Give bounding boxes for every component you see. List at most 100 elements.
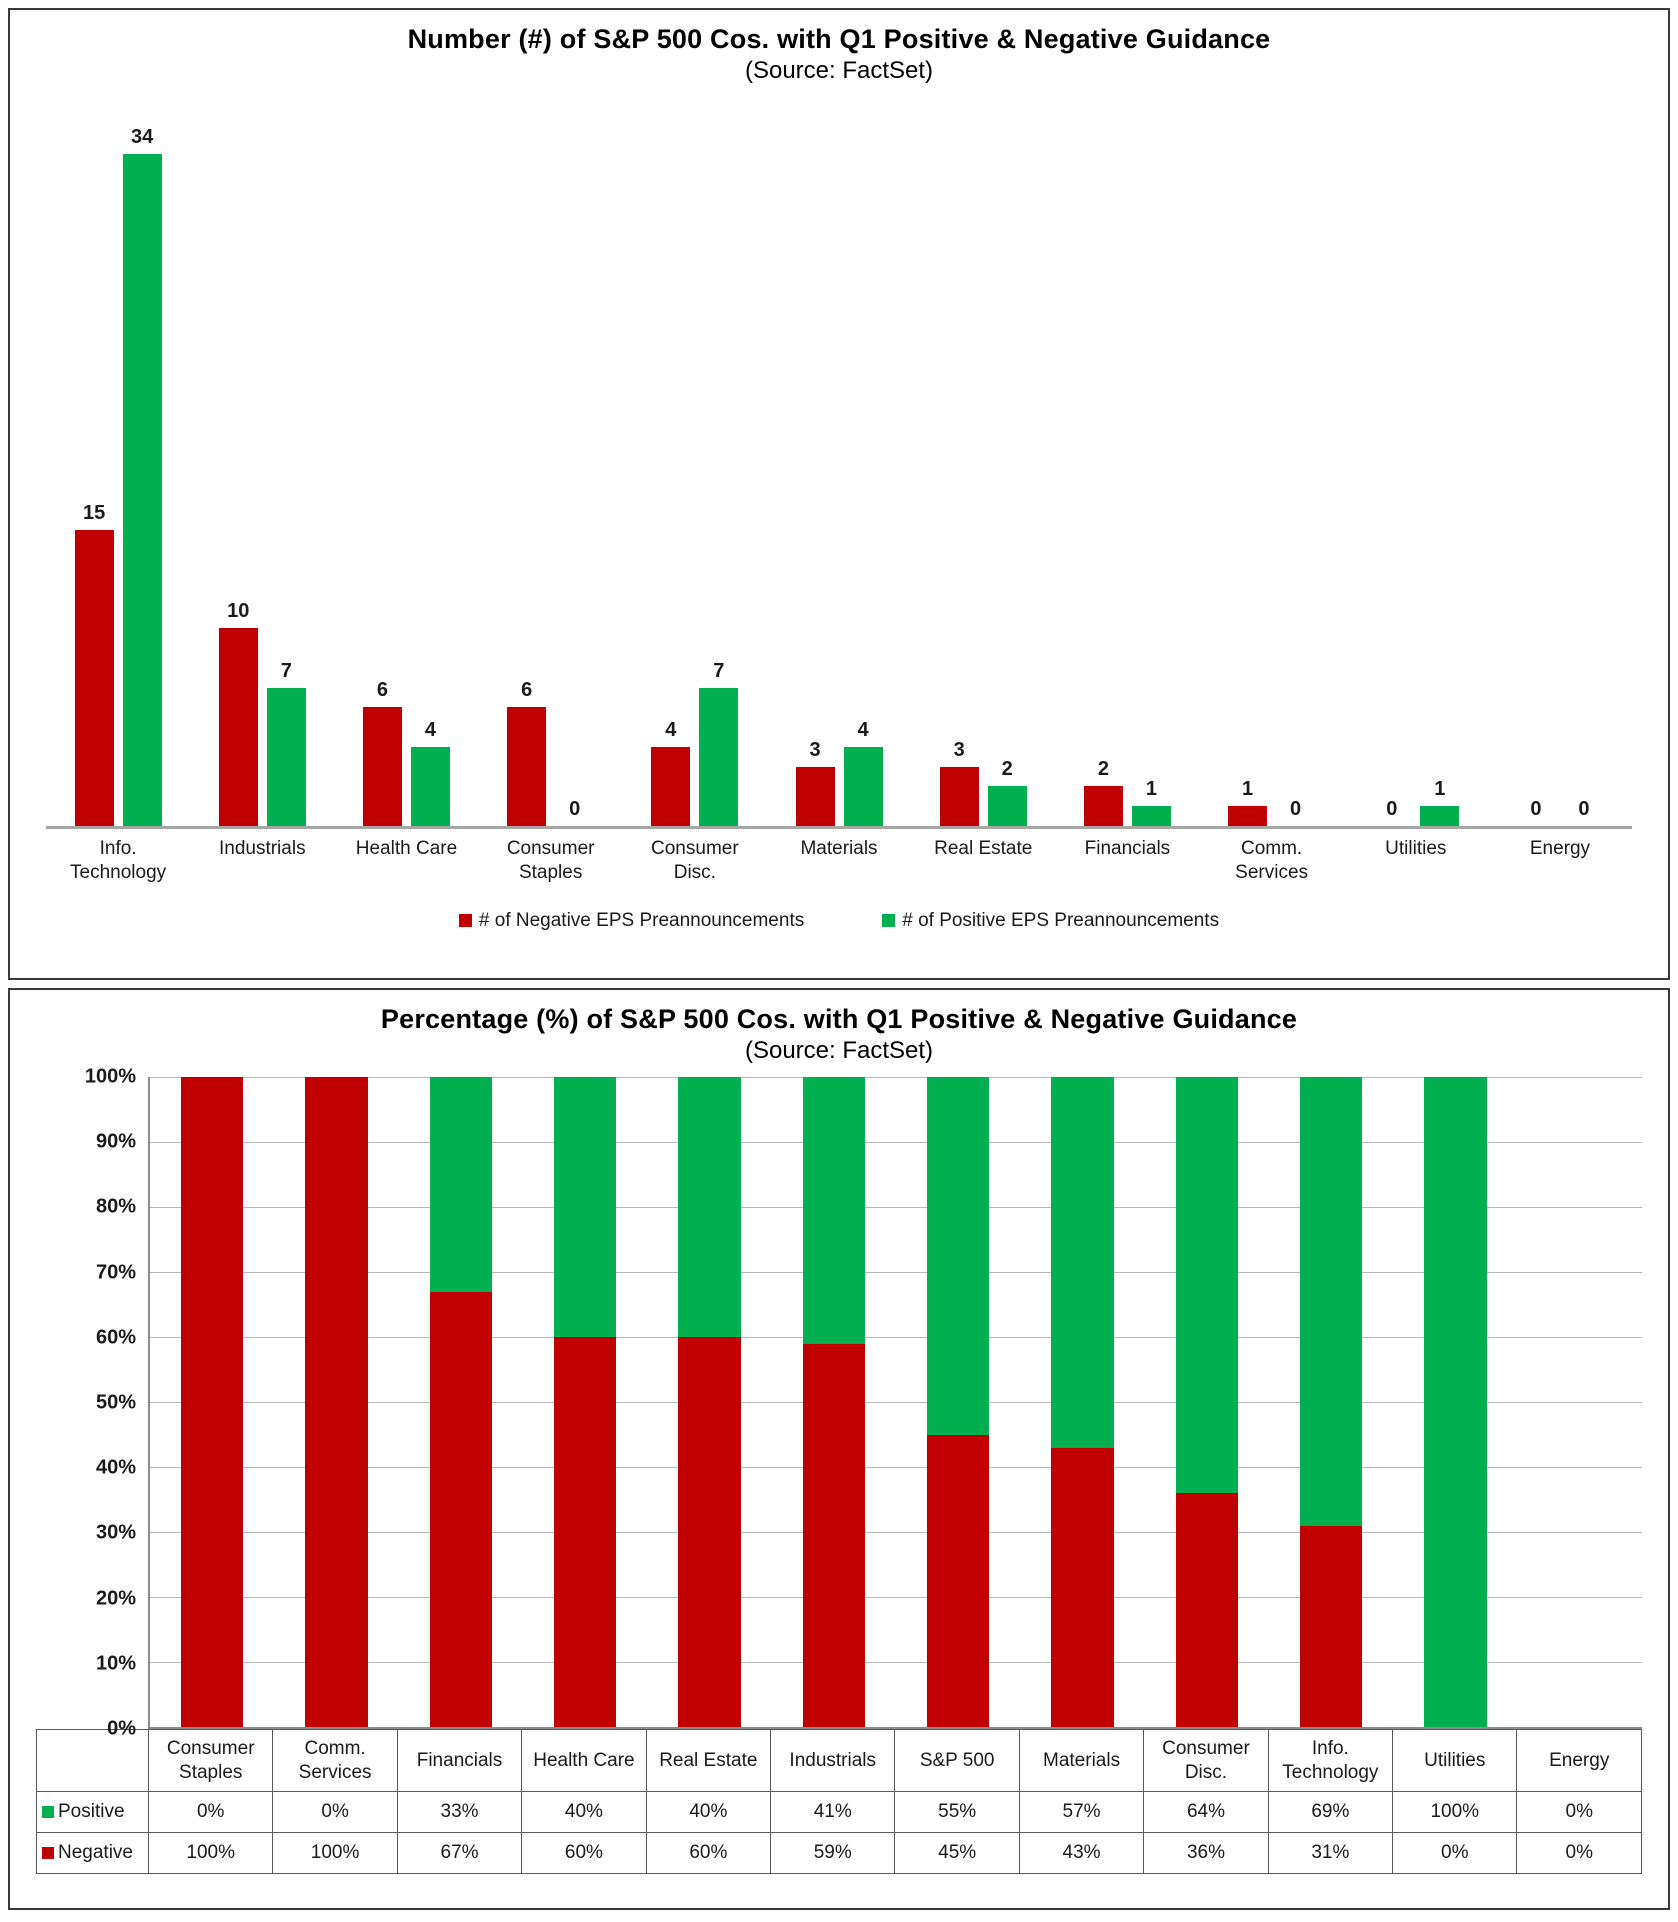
- negative-cell: 0%: [1516, 1832, 1642, 1874]
- bar-group: 10 7: [190, 600, 334, 826]
- stacked-bar-column: [523, 1077, 647, 1727]
- bar-value-label: 1: [1242, 778, 1254, 800]
- stacked-bar-column: [1145, 1077, 1269, 1727]
- negative-cell: 31%: [1267, 1832, 1394, 1874]
- positive-cell: 0%: [1516, 1791, 1642, 1833]
- negative-cell: 60%: [521, 1832, 647, 1874]
- negative-cell: 36%: [1143, 1832, 1269, 1874]
- negative-segment: [181, 1077, 244, 1727]
- stacked-bar-column: [647, 1077, 771, 1727]
- positive-bar: 7: [699, 660, 739, 826]
- positive-cell: 41%: [770, 1791, 896, 1833]
- count-chart-title: Number (#) of S&P 500 Cos. with Q1 Posit…: [407, 24, 1271, 54]
- stacked-bar: [181, 1077, 244, 1727]
- bar-value-label: 6: [521, 679, 533, 701]
- negative-cell: 0%: [1392, 1832, 1518, 1874]
- stacked-bar-column: [1518, 1077, 1642, 1727]
- category-label: Energy: [1529, 838, 1591, 859]
- negative-segment: [1175, 1493, 1238, 1727]
- bar-value-label: 2: [1001, 758, 1013, 780]
- stacked-bar: [1175, 1077, 1238, 1727]
- positive-cell: 64%: [1143, 1791, 1269, 1833]
- negative-swatch-icon: [42, 1847, 54, 1859]
- column-header-cell: Consumer Disc.: [1143, 1729, 1269, 1792]
- row-header-inner: Negative: [42, 1842, 148, 1864]
- stacked-bar: [802, 1077, 865, 1727]
- negative-segment: [1051, 1447, 1114, 1727]
- legend-item-positive: # of Positive EPS Preannouncements: [882, 910, 1219, 932]
- negative-bar: 2: [1083, 758, 1123, 826]
- count-chart-plot: 15 34 10 7 6 4 6 0 4 7 3 4 3 2 2 1 1 0 0 1 0 0: [46, 85, 1632, 829]
- gridline: [150, 1467, 1642, 1468]
- bar-value-label: 1: [1434, 778, 1446, 800]
- column-header-cell: Financials: [396, 1729, 523, 1792]
- bar-value-label: 0: [1530, 798, 1542, 820]
- bar-value-label: 34: [130, 126, 154, 148]
- negative-bar: 1: [1228, 778, 1268, 826]
- bar-value-label: 6: [376, 679, 389, 701]
- bar-group: 15 34: [46, 126, 190, 826]
- positive-segment: [1051, 1077, 1114, 1448]
- positive-segment: [1300, 1077, 1363, 1526]
- column-header-cell: Utilities: [1392, 1729, 1518, 1792]
- column-header-cell: Energy: [1516, 1729, 1642, 1792]
- column-header-cell: Info. Technology: [1267, 1729, 1394, 1792]
- positive-bar: 4: [410, 719, 450, 826]
- bar-value-label: 3: [809, 739, 821, 761]
- stacked-bar-column: [772, 1077, 896, 1727]
- positive-segment: [927, 1077, 990, 1435]
- column-header-cell: Industrials: [770, 1729, 896, 1792]
- negative-segment: [305, 1077, 368, 1727]
- negative-bar: 6: [507, 679, 547, 826]
- positive-bar: 1: [1420, 778, 1460, 826]
- column-header-cell: Comm. Services: [272, 1729, 398, 1792]
- positive-swatch-icon: [42, 1806, 54, 1818]
- row-header-label: Positive: [58, 1801, 125, 1822]
- bar-value-label: 2: [1097, 758, 1109, 780]
- category-label: Consumer Staples: [506, 838, 595, 884]
- y-tick-label: 70%: [95, 1261, 136, 1284]
- bar-value-label: 4: [424, 719, 437, 741]
- bar-value-label: 1: [1145, 778, 1157, 800]
- pct-chart-area: 0% 10% 20% 30% 40% 50% 60% 70% 80% 90% 100%: [36, 1066, 1642, 1740]
- column-header-cell: S&P 500: [894, 1729, 1020, 1792]
- bar-value-label: 7: [280, 660, 292, 682]
- y-tick-label: 40%: [95, 1456, 136, 1479]
- pct-data-table-wrap: Consumer Staples Comm. Services Financials…: [36, 1729, 1642, 1874]
- positive-segment: [554, 1077, 617, 1337]
- negative-row: Negative 100% 100% 67% 60% 60% 59% 45% 43% 36% 31%…: [36, 1832, 1642, 1874]
- positive-cell: 40%: [645, 1791, 772, 1833]
- y-tick-label: 30%: [95, 1521, 136, 1544]
- y-tick-label: 50%: [95, 1391, 136, 1414]
- column-header-cell: Health Care: [521, 1729, 647, 1792]
- gridline: [150, 1662, 1642, 1663]
- positive-segment: [1424, 1077, 1487, 1727]
- stacked-bar-column: [896, 1077, 1020, 1727]
- positive-swatch-icon: [882, 914, 896, 928]
- count-chart-legend: # of Negative EPS Preannouncements # of P…: [36, 910, 1642, 932]
- pct-chart-title: Percentage (%) of S&P 500 Cos. with Q1 P…: [380, 1004, 1298, 1034]
- legend-label: # of Positive EPS Preannouncements: [902, 909, 1220, 931]
- stacked-bar: [1051, 1077, 1114, 1727]
- negative-bar: 10: [218, 600, 258, 826]
- bar-value-label: 0: [1578, 798, 1590, 820]
- bar-value-label: 15: [82, 502, 106, 524]
- count-chart-panel: Number (#) of S&P 500 Cos. with Q1 Posit…: [8, 8, 1670, 980]
- positive-bar: 34: [122, 126, 162, 826]
- column-header-cell: Materials: [1018, 1729, 1145, 1792]
- positive-bar: 4: [843, 719, 883, 826]
- negative-segment: [927, 1434, 990, 1727]
- y-tick-label: 10%: [95, 1652, 136, 1675]
- legend-label: # of Negative EPS Preannouncements: [478, 909, 805, 931]
- negative-swatch-icon: [458, 914, 472, 928]
- y-tick-label: 0%: [107, 1717, 136, 1740]
- stacked-bar-column: [1393, 1077, 1517, 1727]
- y-tick-label: 90%: [95, 1130, 136, 1153]
- positive-segment: [1175, 1077, 1238, 1493]
- gridline: [150, 1077, 1642, 1078]
- stacked-bar: [554, 1077, 617, 1727]
